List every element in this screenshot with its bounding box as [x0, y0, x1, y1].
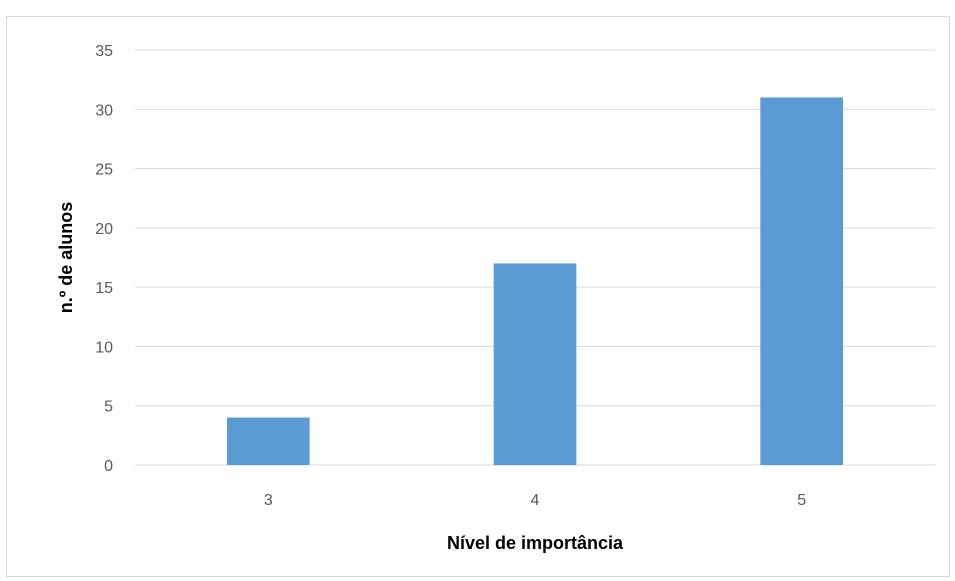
y-tick-label: 35 — [95, 43, 113, 60]
x-tick-label: 3 — [264, 492, 273, 509]
x-tick-labels: 3 4 5 — [264, 492, 806, 509]
y-tick-label: 5 — [104, 399, 113, 416]
y-axis-title: n.º de alunos — [56, 202, 76, 314]
bars — [227, 97, 843, 465]
y-tick-label: 10 — [95, 339, 113, 356]
x-tick-label: 4 — [531, 492, 540, 509]
x-tick-label: 5 — [797, 492, 806, 509]
x-axis-title: Nível de importância — [447, 533, 624, 553]
bar-5 — [760, 97, 843, 465]
y-tick-label: 30 — [95, 102, 113, 119]
bar-3 — [227, 417, 310, 465]
bar-4 — [493, 263, 577, 465]
y-tick-label: 15 — [95, 280, 113, 297]
y-tick-label: 0 — [104, 458, 113, 475]
y-tick-labels: 0 5 10 15 20 25 30 35 — [95, 43, 113, 475]
y-tick-label: 20 — [95, 221, 113, 238]
y-tick-label: 25 — [95, 162, 113, 179]
